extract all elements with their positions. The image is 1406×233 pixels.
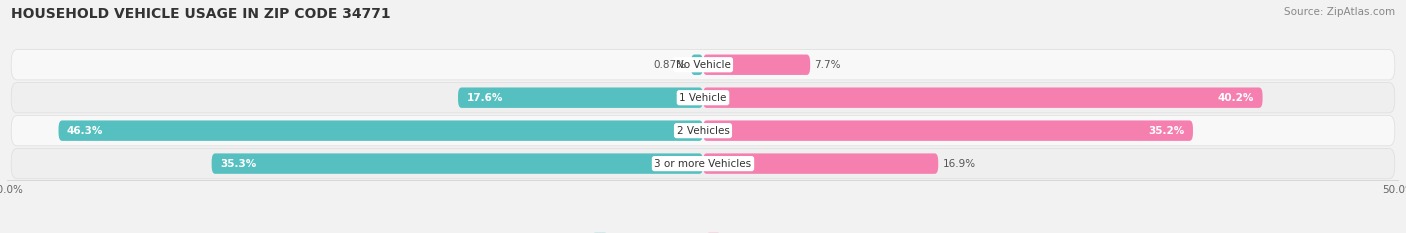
Text: 7.7%: 7.7% bbox=[814, 60, 841, 70]
Text: 35.2%: 35.2% bbox=[1149, 126, 1185, 136]
Text: 46.3%: 46.3% bbox=[67, 126, 103, 136]
FancyBboxPatch shape bbox=[11, 50, 1395, 80]
FancyBboxPatch shape bbox=[11, 82, 1395, 113]
Legend: Owner-occupied, Renter-occupied: Owner-occupied, Renter-occupied bbox=[591, 229, 815, 233]
FancyBboxPatch shape bbox=[11, 116, 1395, 146]
Text: 17.6%: 17.6% bbox=[467, 93, 503, 103]
Text: 35.3%: 35.3% bbox=[219, 159, 256, 169]
Text: No Vehicle: No Vehicle bbox=[675, 60, 731, 70]
Text: 40.2%: 40.2% bbox=[1218, 93, 1254, 103]
FancyBboxPatch shape bbox=[703, 55, 810, 75]
Text: 0.87%: 0.87% bbox=[654, 60, 686, 70]
Text: 3 or more Vehicles: 3 or more Vehicles bbox=[654, 159, 752, 169]
FancyBboxPatch shape bbox=[212, 153, 703, 174]
Text: Source: ZipAtlas.com: Source: ZipAtlas.com bbox=[1284, 7, 1395, 17]
FancyBboxPatch shape bbox=[458, 87, 703, 108]
Text: 1 Vehicle: 1 Vehicle bbox=[679, 93, 727, 103]
FancyBboxPatch shape bbox=[690, 55, 703, 75]
FancyBboxPatch shape bbox=[703, 153, 938, 174]
FancyBboxPatch shape bbox=[59, 120, 703, 141]
Text: HOUSEHOLD VEHICLE USAGE IN ZIP CODE 34771: HOUSEHOLD VEHICLE USAGE IN ZIP CODE 3477… bbox=[11, 7, 391, 21]
FancyBboxPatch shape bbox=[11, 148, 1395, 179]
Text: 2 Vehicles: 2 Vehicles bbox=[676, 126, 730, 136]
FancyBboxPatch shape bbox=[703, 87, 1263, 108]
FancyBboxPatch shape bbox=[703, 120, 1192, 141]
Text: 16.9%: 16.9% bbox=[942, 159, 976, 169]
